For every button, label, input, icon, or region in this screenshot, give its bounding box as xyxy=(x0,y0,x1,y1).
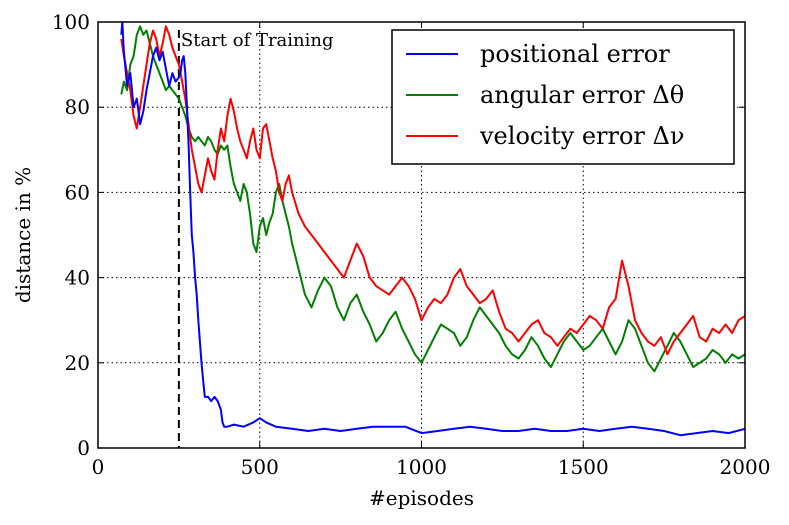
y-tick-label: 40 xyxy=(65,266,90,290)
grid xyxy=(98,22,745,448)
x-axis-label: #episodes xyxy=(369,486,474,510)
y-tick-label: 20 xyxy=(65,351,90,375)
x-tick-label: 500 xyxy=(241,455,279,479)
y-tick-label: 0 xyxy=(77,436,90,460)
positional-error-line xyxy=(120,21,746,437)
legend-box xyxy=(391,29,735,165)
legend-positional-error-label: positional error xyxy=(480,40,670,68)
y-axis-label: distance in % xyxy=(11,167,35,303)
series-lines xyxy=(120,21,746,437)
x-tick-label: 2000 xyxy=(720,455,771,479)
y-tick-label: 80 xyxy=(65,95,90,119)
start-of-training-annotation: Start of Training xyxy=(181,30,334,51)
x-tick-label: 0 xyxy=(92,455,105,479)
y-tick-label: 60 xyxy=(65,180,90,204)
x-tick-label: 1500 xyxy=(558,455,609,479)
axis-ticks: 0 500 1000 1500 2000 0 20 40 60 80 100 xyxy=(52,10,771,479)
y-tick-label: 100 xyxy=(52,10,90,34)
legend-angular-error-label: angular error Δθ xyxy=(480,81,684,109)
legend: positional error angular error Δθ velocity… xyxy=(391,29,735,165)
x-tick-label: 1000 xyxy=(396,455,447,479)
legend-velocity-error-label: velocity error Δν xyxy=(479,122,684,150)
